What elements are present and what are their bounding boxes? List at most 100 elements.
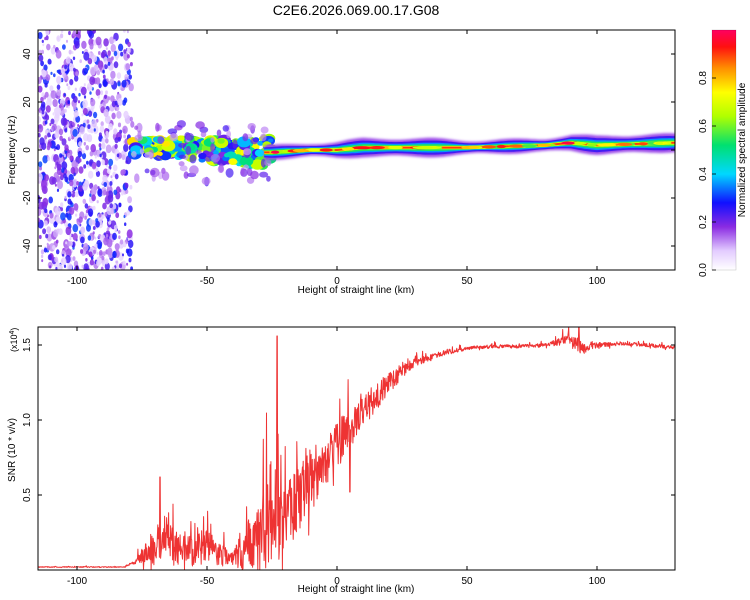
noise-blob — [83, 141, 87, 146]
multipath-blob — [224, 153, 230, 158]
multipath-blob — [240, 156, 254, 167]
noise-blob — [50, 71, 53, 75]
noise-blob — [113, 128, 118, 135]
noise-blob — [56, 163, 62, 171]
noise-blob — [78, 141, 83, 147]
noise-blob — [80, 249, 84, 254]
noise-blob — [92, 226, 96, 230]
noise-blob — [90, 144, 96, 153]
multipath-halo — [210, 137, 215, 143]
noise-blob — [84, 215, 87, 220]
noise-blob — [64, 108, 67, 113]
x-tick-label: 0 — [334, 576, 340, 587]
noise-blob — [99, 90, 104, 96]
noise-blob — [54, 131, 60, 139]
noise-blob — [42, 155, 48, 164]
noise-blob — [66, 105, 68, 108]
noise-blob — [102, 74, 106, 79]
noise-blob — [96, 251, 99, 255]
noise-blob — [47, 156, 51, 161]
noise-blob — [38, 77, 42, 84]
noise-blob — [42, 43, 45, 47]
noise-blob — [49, 176, 55, 185]
noise-blob — [91, 194, 96, 202]
noise-blob — [104, 258, 109, 265]
noise-blob — [67, 100, 70, 105]
noise-blob — [65, 241, 68, 245]
noise-blob — [53, 73, 56, 78]
noise-blob — [126, 262, 129, 266]
noise-blob — [104, 115, 111, 124]
noise-blob — [93, 128, 96, 132]
multipath-halo — [240, 167, 245, 176]
noise-blob — [49, 122, 52, 126]
noise-blob — [106, 168, 111, 174]
multipath-blob — [217, 138, 225, 144]
noise-blob — [62, 253, 64, 257]
noise-blob — [38, 201, 44, 210]
noise-blob — [52, 99, 58, 107]
noise-blob — [53, 44, 56, 49]
ridge-knot — [368, 146, 385, 150]
noise-blob — [107, 51, 111, 57]
multipath-blob — [257, 140, 264, 146]
noise-blob — [83, 243, 89, 252]
noise-blob — [85, 145, 89, 151]
noise-blob — [126, 229, 133, 239]
noise-blob — [86, 224, 91, 232]
noise-blob — [118, 202, 122, 207]
noise-blob — [95, 77, 101, 85]
noise-blob — [71, 160, 77, 169]
noise-blob — [41, 259, 44, 263]
y-tick-label: 1.5 — [22, 338, 33, 352]
multipath-halo — [176, 120, 186, 128]
multipath-halo — [134, 125, 139, 130]
noise-blob — [59, 135, 63, 141]
noise-blob — [56, 76, 62, 85]
noise-blob — [99, 147, 102, 151]
noise-blob — [119, 85, 122, 89]
multipath-halo — [247, 123, 256, 131]
noise-blob — [53, 221, 58, 228]
noise-blob — [88, 251, 93, 258]
noise-blob — [94, 155, 97, 159]
multipath-halo — [134, 173, 140, 183]
noise-blob — [118, 235, 121, 240]
noise-blob — [98, 213, 102, 218]
noise-blob — [114, 243, 120, 251]
spectrogram-y-axis-label: Frequency (Hz) — [7, 116, 18, 185]
multipath-halo — [137, 130, 142, 139]
noise-blob — [91, 219, 96, 225]
noise-blob — [77, 150, 83, 158]
noise-blob — [46, 98, 52, 108]
noise-blob — [105, 47, 108, 51]
multipath-halo — [242, 148, 252, 156]
noise-blob — [120, 51, 124, 57]
noise-blob — [80, 236, 85, 244]
ridge-knot — [596, 143, 617, 147]
noise-blob — [122, 260, 126, 265]
noise-blob — [68, 207, 75, 215]
noise-blob — [60, 33, 64, 39]
snr-panel: -100 -50 0 50 100 0.5 1.0 1.5 Height of straigh… — [7, 326, 676, 595]
noise-blob — [76, 181, 80, 186]
noise-blob — [90, 186, 97, 196]
multipath-halo — [217, 165, 225, 173]
noise-blob — [105, 131, 109, 136]
noise-blob — [98, 132, 102, 137]
noise-blob — [123, 143, 129, 152]
colorbar: 0.0 0.2 0.4 0.6 0.8 Normalized spectral ampl… — [698, 29, 748, 277]
multipath-halo — [161, 171, 170, 181]
spectrogram-x-axis-label: Height of straight line (km) — [298, 285, 415, 296]
noise-blob — [128, 205, 133, 213]
multipath-halo — [154, 155, 162, 162]
multipath-blob — [177, 135, 185, 142]
snr-plot-area — [38, 327, 675, 570]
noise-blob — [45, 105, 51, 113]
noise-blob — [122, 253, 124, 257]
multipath-halo — [185, 133, 194, 141]
noise-blob — [95, 36, 102, 46]
noise-blob — [56, 228, 60, 233]
multipath-halo — [157, 136, 165, 145]
